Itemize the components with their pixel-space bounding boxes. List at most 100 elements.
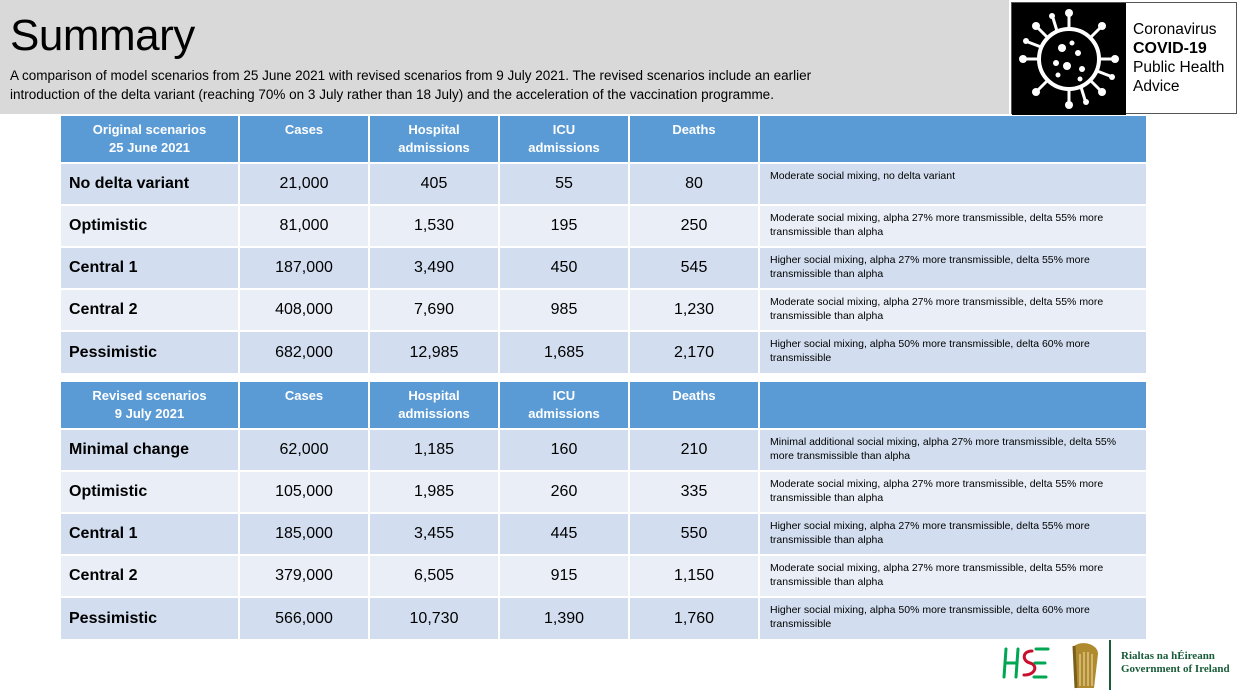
deaths-cell: 80 [629, 162, 760, 205]
description-cell: Higher social mixing, alpha 27% more tra… [759, 512, 1146, 555]
table-header-row: Revised scenarios 9 July 2021 Cases Hosp… [61, 382, 1146, 429]
header-scenario: Original scenarios 25 June 2021 [61, 116, 240, 163]
header-icu: ICU admissions [499, 116, 630, 163]
header-cases: Cases [239, 116, 370, 163]
slide-header: Summary A comparison of model scenarios … [0, 0, 1009, 114]
header-scenario: Revised scenarios 9 July 2021 [61, 382, 240, 429]
covid-advice-logo: Coronavirus COVID-19 Public Health Advic… [1011, 2, 1237, 115]
page-subtitle: A comparison of model scenarios from 25 … [10, 66, 1000, 104]
scenario-name: Optimistic [61, 470, 240, 513]
hospital-cell: 405 [369, 162, 500, 205]
deaths-cell: 1,150 [629, 554, 760, 597]
logo-line-covid19: COVID-19 [1133, 40, 1207, 57]
cases-cell: 81,000 [239, 204, 370, 247]
description-cell: Moderate social mixing, alpha 27% more t… [759, 204, 1146, 247]
hospital-cell: 10,730 [369, 596, 500, 639]
gov-divider [1109, 640, 1111, 690]
page-title: Summary [10, 11, 195, 60]
cases-cell: 379,000 [239, 554, 370, 597]
hospital-cell: 7,690 [369, 288, 500, 331]
description-cell: Moderate social mixing, no delta variant [759, 162, 1146, 205]
cases-cell: 21,000 [239, 162, 370, 205]
icu-cell: 915 [499, 554, 630, 597]
table-row: Central 1 185,000 3,455 445 550 Higher s… [61, 512, 1146, 555]
scenario-name: Pessimistic [61, 330, 240, 373]
hospital-cell: 3,455 [369, 512, 500, 555]
description-cell: Higher social mixing, alpha 50% more tra… [759, 596, 1146, 639]
table-row: Central 2 408,000 7,690 985 1,230 Modera… [61, 288, 1146, 331]
hse-logo-icon [1000, 645, 1050, 681]
table-row: Optimistic 81,000 1,530 195 250 Moderate… [61, 204, 1146, 247]
table-row: Central 1 187,000 3,490 450 545 Higher s… [61, 246, 1146, 289]
scenario-name: No delta variant [61, 162, 240, 205]
description-cell: Higher social mixing, alpha 50% more tra… [759, 330, 1146, 373]
scenario-name: Central 1 [61, 512, 240, 555]
description-cell: Moderate social mixing, alpha 27% more t… [759, 554, 1146, 597]
icu-cell: 985 [499, 288, 630, 331]
coronavirus-icon [1012, 3, 1126, 115]
hospital-cell: 1,985 [369, 470, 500, 513]
scenario-name: Central 2 [61, 554, 240, 597]
deaths-cell: 1,760 [629, 596, 760, 639]
logo-text: Coronavirus COVID-19 Public Health Advic… [1133, 20, 1224, 96]
header-cases: Cases [239, 382, 370, 429]
description-cell: Higher social mixing, alpha 27% more tra… [759, 246, 1146, 289]
deaths-cell: 550 [629, 512, 760, 555]
icu-cell: 55 [499, 162, 630, 205]
hospital-cell: 12,985 [369, 330, 500, 373]
description-cell: Minimal additional social mixing, alpha … [759, 428, 1146, 471]
header-icu: ICU admissions [499, 382, 630, 429]
table-row: Optimistic 105,000 1,985 260 335 Moderat… [61, 470, 1146, 513]
table-header-row: Original scenarios 25 June 2021 Cases Ho… [61, 116, 1146, 163]
description-cell: Moderate social mixing, alpha 27% more t… [759, 470, 1146, 513]
description-cell: Moderate social mixing, alpha 27% more t… [759, 288, 1146, 331]
icu-cell: 195 [499, 204, 630, 247]
government-of-ireland-wordmark: Rialtas na hÉireann Government of Irelan… [1121, 650, 1230, 676]
scenario-name: Pessimistic [61, 596, 240, 639]
deaths-cell: 250 [629, 204, 760, 247]
hospital-cell: 3,490 [369, 246, 500, 289]
icu-cell: 260 [499, 470, 630, 513]
table-row: Central 2 379,000 6,505 915 1,150 Modera… [61, 554, 1146, 597]
scenario-name: Central 1 [61, 246, 240, 289]
scenario-name: Minimal change [61, 428, 240, 471]
logo-line-advice: Advice [1133, 78, 1180, 95]
icu-cell: 1,685 [499, 330, 630, 373]
deaths-cell: 2,170 [629, 330, 760, 373]
revised-scenarios-table: Revised scenarios 9 July 2021 Cases Hosp… [61, 382, 1146, 639]
deaths-cell: 210 [629, 428, 760, 471]
logo-line-coronavirus: Coronavirus [1133, 21, 1217, 38]
header-deaths: Deaths [629, 382, 760, 429]
icu-cell: 450 [499, 246, 630, 289]
deaths-cell: 335 [629, 470, 760, 513]
gov-line-english: Government of Ireland [1121, 663, 1230, 675]
subtitle-line-2: introduction of the delta variant (reach… [10, 87, 774, 102]
table-row: Pessimistic 682,000 12,985 1,685 2,170 H… [61, 330, 1146, 373]
cases-cell: 566,000 [239, 596, 370, 639]
logo-line-public-health: Public Health [1133, 59, 1225, 76]
original-scenarios-table: Original scenarios 25 June 2021 Cases Ho… [61, 116, 1146, 373]
cases-cell: 105,000 [239, 470, 370, 513]
cases-cell: 185,000 [239, 512, 370, 555]
icu-cell: 445 [499, 512, 630, 555]
scenario-name: Central 2 [61, 288, 240, 331]
gov-line-irish: Rialtas na hÉireann [1121, 650, 1215, 662]
header-deaths: Deaths [629, 116, 760, 163]
scenario-name: Optimistic [61, 204, 240, 247]
icu-cell: 160 [499, 428, 630, 471]
table-row: Minimal change 62,000 1,185 160 210 Mini… [61, 428, 1146, 471]
subtitle-line-1: A comparison of model scenarios from 25 … [10, 68, 812, 83]
table-row: Pessimistic 566,000 10,730 1,390 1,760 H… [61, 596, 1146, 639]
icu-cell: 1,390 [499, 596, 630, 639]
header-hospital: Hospital admissions [369, 382, 500, 429]
harp-emblem-icon [1068, 640, 1102, 692]
cases-cell: 408,000 [239, 288, 370, 331]
cases-cell: 62,000 [239, 428, 370, 471]
hospital-cell: 1,530 [369, 204, 500, 247]
deaths-cell: 545 [629, 246, 760, 289]
hospital-cell: 6,505 [369, 554, 500, 597]
table-row: No delta variant 21,000 405 55 80 Modera… [61, 162, 1146, 205]
cases-cell: 682,000 [239, 330, 370, 373]
header-hospital: Hospital admissions [369, 116, 500, 163]
header-notes [759, 116, 1146, 163]
